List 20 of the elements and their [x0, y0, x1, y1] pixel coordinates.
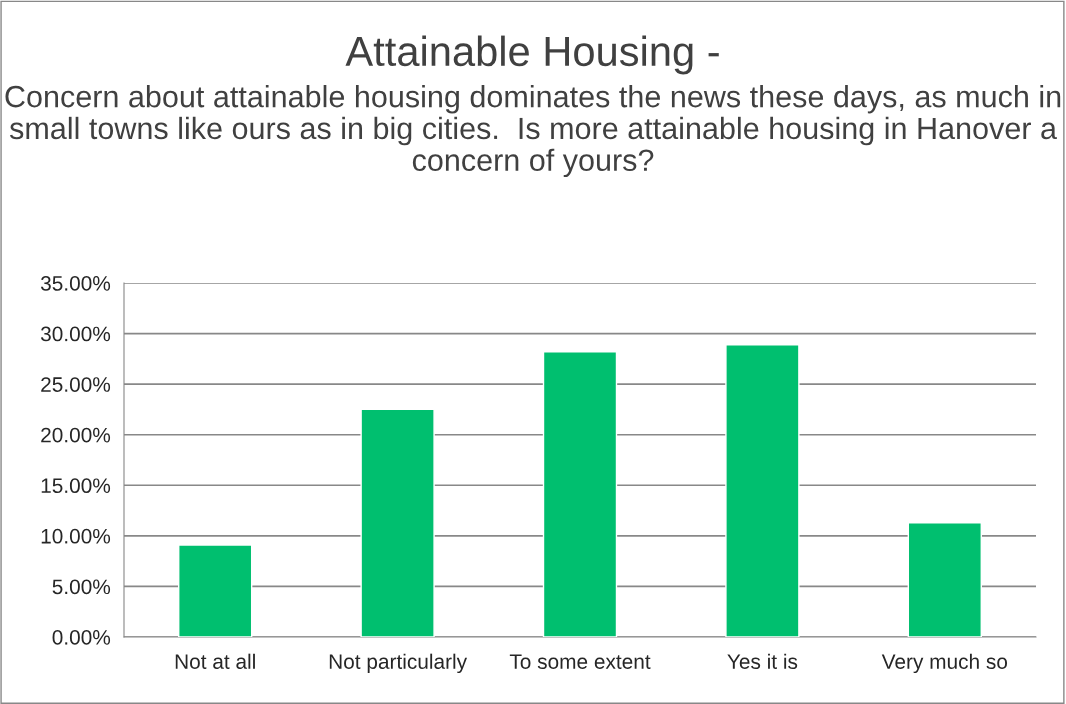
bar: [725, 344, 800, 637]
y-tick-label: 15.00%: [41, 478, 111, 494]
y-tick-label: 25.00%: [41, 377, 111, 392]
x-tick-label: Not at all: [175, 653, 255, 669]
y-tick-label: 20.00%: [41, 427, 111, 443]
y-tick-label: 10.00%: [41, 528, 111, 544]
y-tick-label: 30.00%: [40, 326, 111, 342]
x-tick-label: Very much so: [881, 653, 1008, 674]
chart-title: Attainable Housing -: [345, 35, 719, 75]
x-tick-label: To some extent: [509, 654, 651, 669]
bar: [542, 351, 618, 637]
y-tick-label: 35.00%: [40, 276, 111, 291]
bar: [360, 408, 435, 637]
y-tick-label: 5.00%: [52, 579, 111, 595]
x-tick-label: Not particularly: [329, 653, 468, 674]
bar: [907, 522, 982, 637]
x-tick-label: Yes it is: [727, 653, 798, 669]
chart-subtitle: Concern about attainable housing dominates the news these days, as much in small towns like ours as in big cities. Is more attainable housing in Hanover a concern of yours?: [5, 85, 1061, 178]
y-tick-label: 0.00%: [52, 630, 111, 645]
bar: [178, 544, 253, 637]
